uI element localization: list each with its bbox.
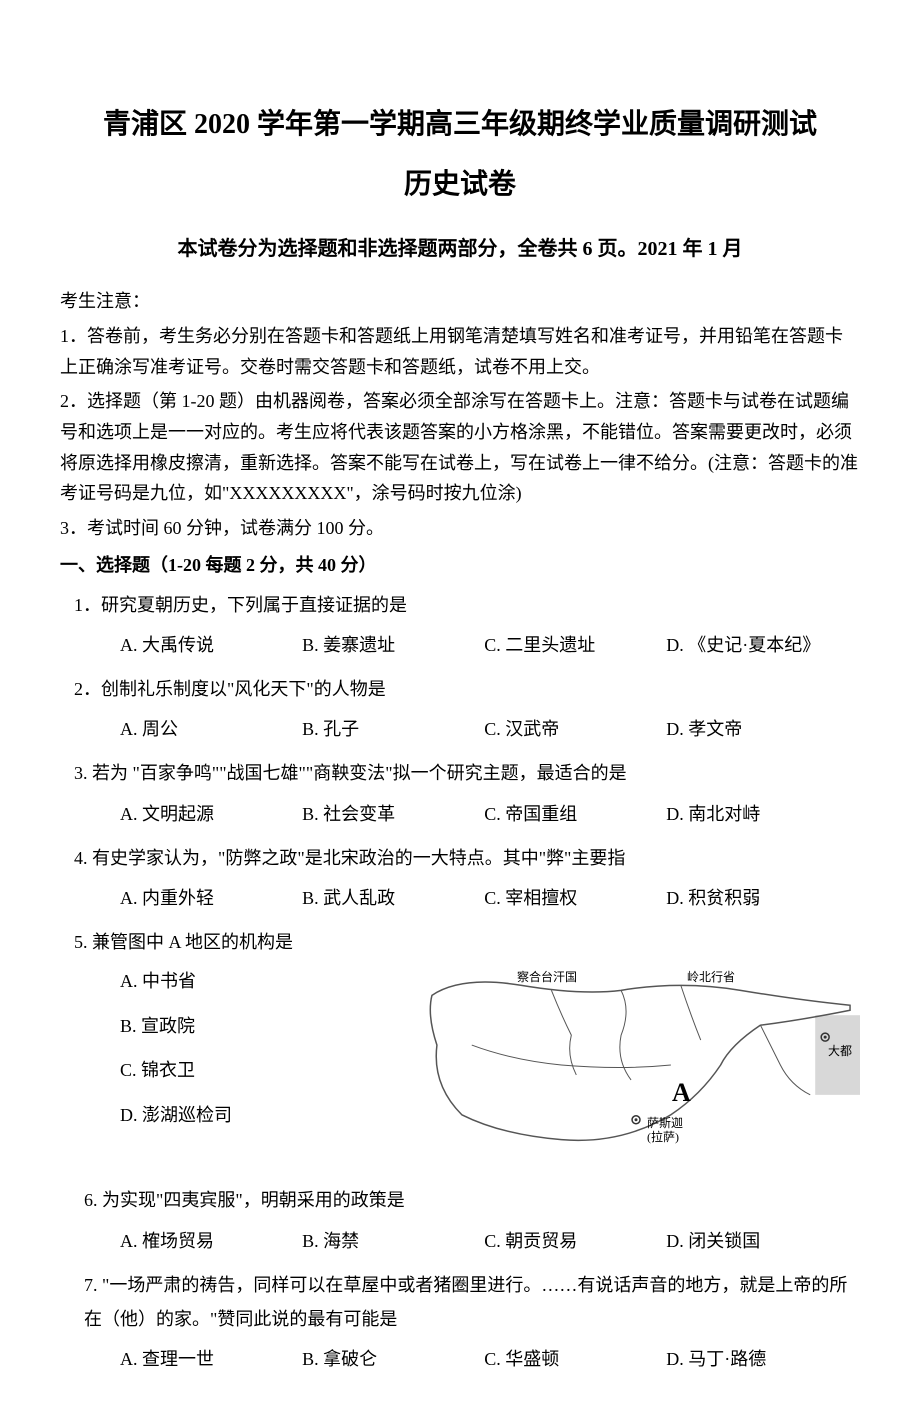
notice-item: 1．答卷前，考生务必分别在答题卡和答题纸上用钢笔清楚填写姓名和准考证号，并用铅笔…: [60, 321, 860, 382]
option-a: A. 查理一世: [120, 1342, 298, 1376]
section-header: 一、选择题（1-20 每题 2 分，共 40 分）: [60, 549, 860, 581]
option-c: C. 锦衣卫: [120, 1054, 412, 1086]
question-4: 4. 有史学家认为，"防弊之政"是北宋政治的一大特点。其中"弊"主要指: [60, 841, 860, 875]
option-c: C. 帝国重组: [484, 797, 662, 831]
option-d: D. 澎湖巡检司: [120, 1099, 412, 1131]
option-a: A. 榷场贸易: [120, 1224, 298, 1258]
option-b: B. 武人乱政: [302, 881, 480, 915]
option-c: C. 汉武帝: [484, 712, 662, 746]
option-b: B. 拿破仑: [302, 1342, 480, 1376]
question-6: 6. 为实现"四夷宾服"，明朝采用的政策是: [60, 1183, 860, 1217]
option-a: A. 中书省: [120, 965, 412, 997]
option-a: A. 文明起源: [120, 797, 298, 831]
option-a: A. 内重外轻: [120, 881, 298, 915]
exam-title-main: 青浦区 2020 学年第一学期高三年级期终学业质量调研测试: [60, 100, 860, 150]
option-d: D. 闭关锁国: [666, 1224, 844, 1258]
map-label-a: A: [672, 1070, 691, 1117]
option-b: B. 宣政院: [120, 1010, 412, 1042]
option-a: A. 大禹传说: [120, 628, 298, 662]
question-4-options: A. 内重外轻 B. 武人乱政 C. 宰相擅权 D. 积贫积弱: [60, 881, 860, 915]
notice-item: 3．考试时间 60 分钟，试卷满分 100 分。: [60, 513, 860, 544]
question-2-options: A. 周公 B. 孔子 C. 汉武帝 D. 孝文帝: [60, 712, 860, 746]
question-7-options: A. 查理一世 B. 拿破仑 C. 华盛顿 D. 马丁·路德: [60, 1342, 860, 1376]
option-c: C. 二里头遗址: [484, 628, 662, 662]
option-b: B. 孔子: [302, 712, 480, 746]
exam-title-sub: 历史试卷: [60, 160, 860, 210]
option-b: B. 社会变革: [302, 797, 480, 831]
option-d: D. 《史记·夏本纪》: [666, 628, 844, 662]
option-c: C. 宰相擅权: [484, 881, 662, 915]
option-c: C. 华盛顿: [484, 1342, 662, 1376]
notice-header: 考生注意：: [60, 285, 860, 317]
option-b: B. 姜寨遗址: [302, 628, 480, 662]
question-3-options: A. 文明起源 B. 社会变革 C. 帝国重组 D. 南北对峙: [60, 797, 860, 831]
exam-subtitle: 本试卷分为选择题和非选择题两部分，全卷共 6 页。2021 年 1 月: [60, 231, 860, 267]
question-6-options: A. 榷场贸易 B. 海禁 C. 朝贡贸易 D. 闭关锁国: [60, 1224, 860, 1258]
map-label-dadu: 大都: [828, 1041, 852, 1063]
question-1-options: A. 大禹传说 B. 姜寨遗址 C. 二里头遗址 D. 《史记·夏本纪》: [60, 628, 860, 662]
question-3: 3. 若为 "百家争鸣""战国七雄""商鞅变法"拟一个研究主题，最适合的是: [60, 756, 860, 790]
option-d: D. 马丁·路德: [666, 1342, 844, 1376]
question-7: 7. "一场严肃的祷告，同样可以在草屋中或者猪圈里进行。……有说话声音的地方，就…: [60, 1268, 860, 1336]
map-label-lasa: (拉萨): [647, 1127, 679, 1149]
notice-item: 2．选择题（第 1-20 题）由机器阅卷，答案必须全部涂写在答题卡上。注意：答题…: [60, 386, 860, 508]
option-b: B. 海禁: [302, 1224, 480, 1258]
map-label-chahetai: 察合台汗国: [517, 967, 577, 989]
question-5: 5. 兼管图中 A 地区的机构是: [60, 925, 860, 959]
question-2: 2．创制礼乐制度以"风化天下"的人物是: [60, 672, 860, 706]
map-figure: 察合台汗国 岭北行省 大都 A 萨斯迦 (拉萨): [422, 965, 860, 1165]
option-d: D. 南北对峙: [666, 797, 844, 831]
question-1: 1．研究夏朝历史，下列属于直接证据的是: [60, 588, 860, 622]
map-label-lingbei: 岭北行省: [687, 967, 735, 989]
question-5-options: A. 中书省 B. 宣政院 C. 锦衣卫 D. 澎湖巡检司: [60, 965, 412, 1131]
option-a: A. 周公: [120, 712, 298, 746]
option-c: C. 朝贡贸易: [484, 1224, 662, 1258]
option-d: D. 孝文帝: [666, 712, 844, 746]
option-d: D. 积贫积弱: [666, 881, 844, 915]
